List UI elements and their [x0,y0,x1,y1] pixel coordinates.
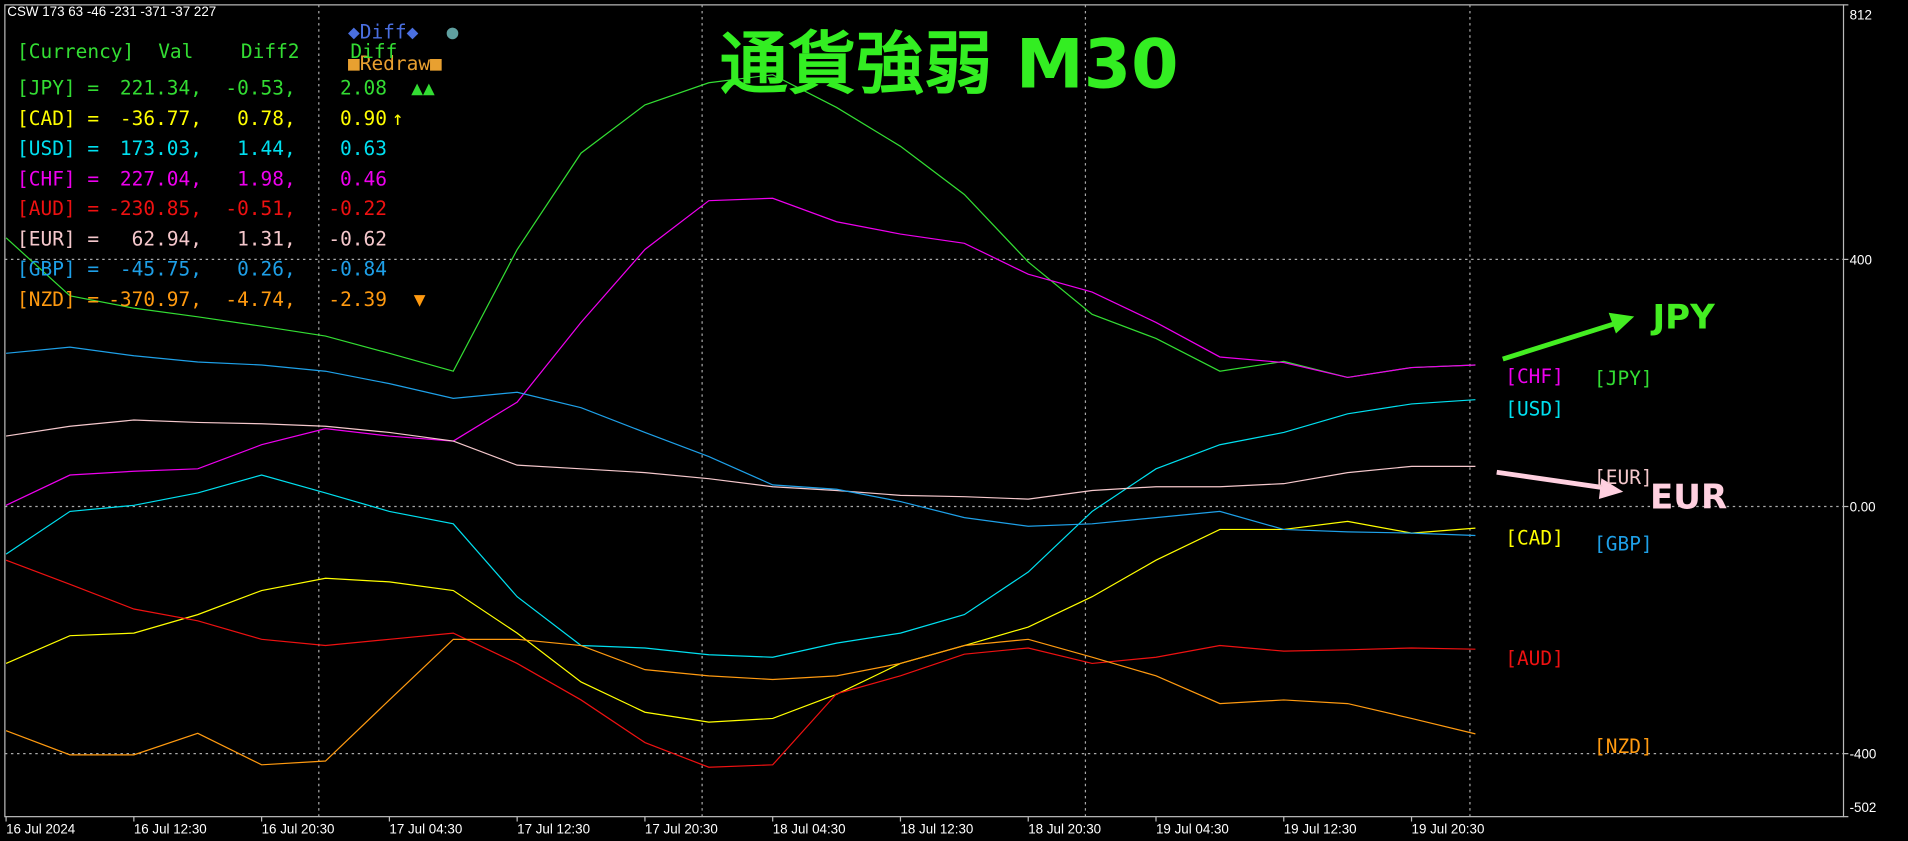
annotation: EUR [1650,478,1727,518]
x-axis: 812 400 0.00 -400 -502 16 Jul 2024 16 Jul 12:3… [5,7,1877,837]
y-tick-label: 0.00 [1850,499,1876,514]
table-cell: -4.74, [225,288,295,311]
table-cell: -230.85, [108,197,202,220]
x-tick-label: 18 Jul 20:30 [1028,822,1101,837]
x-tick-label: 19 Jul 12:30 [1284,822,1357,837]
series-label: [JPY] [1594,367,1653,390]
series-label: [CHF] [1505,365,1564,388]
table-header: Diff2 [241,40,300,63]
table-cell: -2.39 [328,288,387,311]
indicator-header: CSW 173 63 -46 -231 -371 -37 227 [7,4,216,19]
table-cell: [EUR] = [17,227,99,250]
table-cell: [AUD] = [17,197,99,220]
series-line [5,559,1476,768]
table-cell: 62.94, [132,227,202,250]
series-line [5,520,1476,723]
table-cell: -36.77, [120,107,202,130]
arrow-head [1598,478,1624,500]
chart-title: 通貨強弱 M30 [720,26,1179,105]
series-labels: [JPY] [CAD] [USD] [CHF] [AUD] [EUR] [GBP] [NZD] [1505,365,1652,758]
table-cell: -0.84 [328,258,387,281]
lines [5,74,1476,768]
table-cell: -0.51, [225,197,295,220]
table-cell: 2.08 [340,76,387,99]
x-tick-label: 18 Jul 12:30 [900,822,973,837]
x-tick-label: 17 Jul 04:30 [389,822,462,837]
table-cell: [NZD] = [17,288,99,311]
x-tick-label: 17 Jul 12:30 [517,822,590,837]
series-line [5,399,1476,658]
table-cell: 221.34, [120,76,202,99]
plot-frame [4,4,1845,818]
table-cell: 1.98, [237,168,296,191]
table-cell: [JPY] = [17,76,99,99]
table-cell: ↑ [392,107,404,130]
table-cell: 0.90 [340,107,387,130]
series-label: [NZD] [1594,735,1653,758]
annotation: JPY [1650,298,1715,338]
x-tick-label: 16 Jul 12:30 [134,822,207,837]
series-label: [USD] [1505,398,1564,421]
table-cell: 0.26, [237,258,296,281]
arrow-shaft [1496,469,1607,491]
table-cell: [USD] = [17,137,99,160]
toggle-button[interactable]: ● [447,20,459,43]
table-cell: 1.44, [237,137,296,160]
y-tick-label: 812 [1850,7,1872,22]
grid [4,4,1849,818]
x-tick-label: 19 Jul 20:30 [1412,822,1485,837]
series-line [5,638,1476,766]
annotations: JPY EUR [1496,298,1727,518]
series-label: [GBP] [1594,533,1653,556]
table-cell: ▼ [414,288,426,311]
table-cell: -45.75, [120,258,202,281]
table-cell: -370.97, [108,288,202,311]
x-tick-label: 18 Jul 04:30 [773,822,846,837]
table-header: Diff [350,40,397,63]
arrow-head [1608,312,1635,334]
diff-button[interactable]: ◆Diff◆ [348,20,419,43]
x-tick-label: 16 Jul 20:30 [262,822,335,837]
table-cell: [CHF] = [17,168,99,191]
series-label: [EUR] [1594,466,1653,489]
table-cell: 173.03, [120,137,202,160]
table-cell: 1.31, [237,227,296,250]
x-tick-label: 16 Jul 2024 [6,822,76,837]
table-cell: 0.78, [237,107,296,130]
table-cell: [CAD] = [17,107,99,130]
table-cell: -0.53, [225,76,295,99]
series-line [6,346,1476,537]
table-cell: 0.63 [340,137,387,160]
table-cell: 0.46 [340,168,387,191]
table-header: [Currency] [17,40,134,63]
table-cell: ▲▲ [411,76,435,99]
y-tick-label: -400 [1850,747,1877,762]
table-cell: -0.22 [328,197,387,220]
day-separators [318,4,1471,817]
table-header: Val [158,40,193,63]
redraw-button[interactable]: ■Redraw■ [348,52,442,75]
table-cell: [GBP] = [17,258,99,281]
x-tick-label: 19 Jul 04:30 [1156,822,1229,837]
table-cell: 227.04, [120,168,202,191]
x-tick-label: 17 Jul 20:30 [645,822,718,837]
series-label: [CAD] [1505,527,1564,550]
y-tick-label: -502 [1850,800,1877,815]
series-label: [AUD] [1505,647,1564,670]
series-line [5,419,1476,500]
table-cell: -0.62 [328,227,387,250]
strength-table: [Currency] Val Diff2 Diff [JPY] = 221.34, -0.5… [17,40,435,311]
y-tick-label: 400 [1850,252,1872,267]
arrow-shaft [1502,320,1620,362]
series-line [5,197,1476,506]
series-line [5,74,1476,379]
